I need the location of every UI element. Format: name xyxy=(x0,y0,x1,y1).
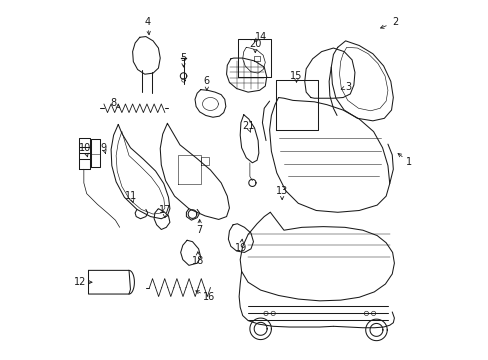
Text: 19: 19 xyxy=(234,243,246,253)
Text: 10: 10 xyxy=(79,143,91,153)
Text: 13: 13 xyxy=(275,186,288,196)
Text: 7: 7 xyxy=(196,225,203,235)
Text: 9: 9 xyxy=(101,143,107,153)
Text: 14: 14 xyxy=(254,32,266,41)
Text: 4: 4 xyxy=(144,17,150,27)
Text: 2: 2 xyxy=(391,17,397,27)
Text: 3: 3 xyxy=(345,82,351,92)
Text: 6: 6 xyxy=(203,76,209,86)
Text: 1: 1 xyxy=(406,157,412,167)
Text: 16: 16 xyxy=(202,292,214,302)
Text: 12: 12 xyxy=(74,277,86,287)
Text: 17: 17 xyxy=(159,206,171,216)
Text: 18: 18 xyxy=(191,256,203,266)
Text: 5: 5 xyxy=(180,53,186,63)
Text: 20: 20 xyxy=(248,39,261,49)
Text: 15: 15 xyxy=(290,71,302,81)
Text: 11: 11 xyxy=(125,191,138,201)
Text: 8: 8 xyxy=(110,98,117,108)
Text: 21: 21 xyxy=(242,121,254,131)
